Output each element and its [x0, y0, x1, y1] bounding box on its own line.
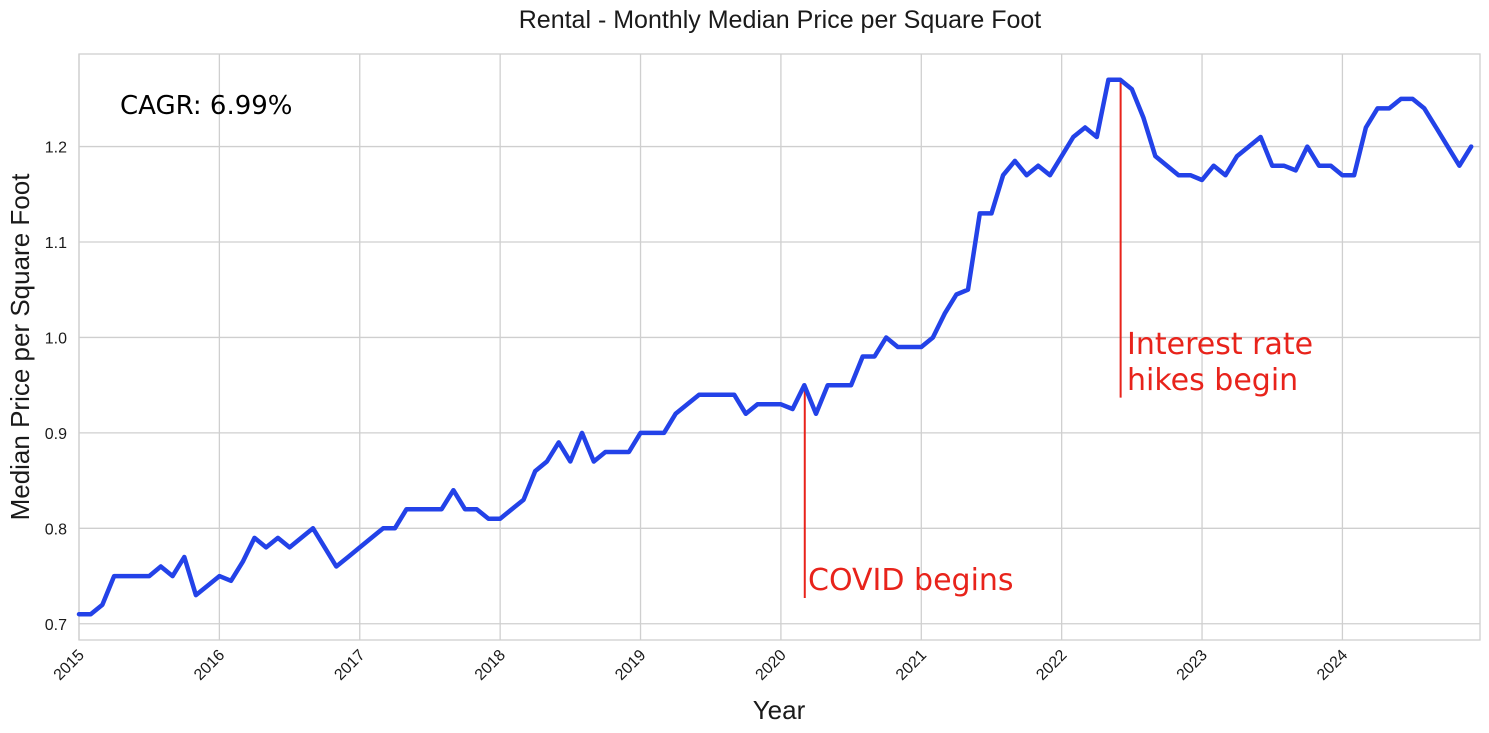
x-axis-ticks: 2015 2016 2017 2018 2019 2020 2021 2022 2023 2024 [51, 647, 1352, 684]
x-tick-label: 2019 [612, 647, 649, 684]
x-tick-label: 2016 [191, 647, 228, 684]
cagr-label: CAGR: 6.99% [120, 91, 293, 121]
y-axis-title: Median Price per Square Foot [5, 173, 35, 521]
x-tick-label: 2015 [51, 647, 88, 684]
y-tick-label: 1.1 [45, 235, 67, 252]
covid-annotation-text: COVID begins [808, 563, 1014, 598]
x-axis-title: Year [753, 695, 806, 725]
x-tick-label: 2018 [472, 647, 509, 684]
x-tick-label: 2023 [1174, 647, 1211, 684]
interest-rate-annotation-line1: Interest rate [1127, 327, 1313, 362]
plot-frame [78, 53, 1481, 641]
y-tick-label: 1.0 [45, 330, 67, 347]
interest-rate-annotation-line2: hikes begin [1127, 363, 1298, 398]
y-tick-label: 1.2 [45, 140, 67, 157]
y-tick-label: 0.8 [45, 521, 67, 538]
x-tick-label: 2021 [893, 647, 930, 684]
x-tick-label: 2017 [331, 647, 368, 684]
y-axis-ticks: 0.7 0.8 0.9 1.0 1.1 1.2 [45, 140, 67, 634]
x-tick-label: 2020 [753, 647, 790, 684]
y-tick-label: 0.7 [45, 617, 67, 634]
x-tick-label: 2022 [1033, 647, 1070, 684]
chart-title: Rental - Monthly Median Price per Square… [519, 6, 1042, 34]
series-line [76, 77, 1474, 617]
x-tick-label: 2024 [1314, 647, 1351, 684]
annotation-lines [803, 79, 1122, 599]
y-tick-label: 0.9 [45, 426, 67, 443]
